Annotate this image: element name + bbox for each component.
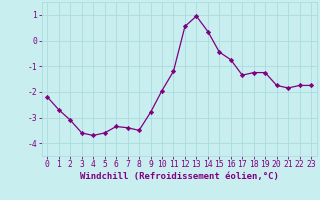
X-axis label: Windchill (Refroidissement éolien,°C): Windchill (Refroidissement éolien,°C): [80, 172, 279, 181]
